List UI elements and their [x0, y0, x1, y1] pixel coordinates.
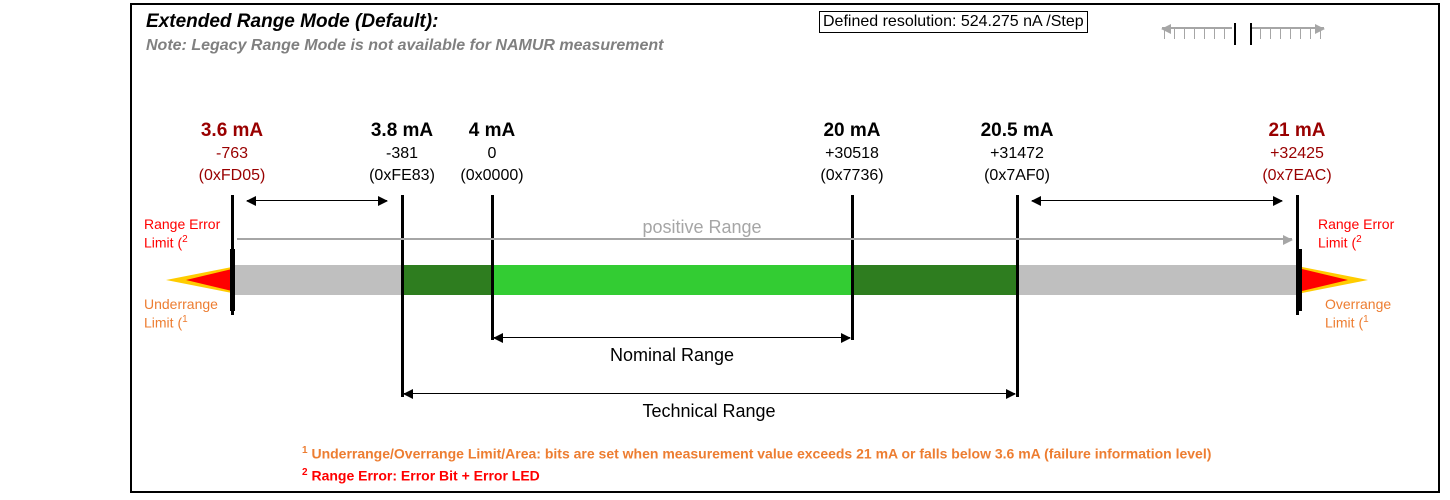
arrow-positive: [237, 238, 1292, 240]
label-positive-range: positive Range: [642, 217, 761, 238]
tick-t38: [401, 195, 404, 397]
ma-t200: 20 mA: [823, 120, 880, 142]
ma-t205: 20.5 mA: [981, 120, 1054, 142]
ma-t210: 21 mA: [1268, 120, 1325, 142]
ma-t38: 3.8 mA: [371, 120, 433, 142]
diagram-frame: Extended Range Mode (Default): Note: Leg…: [130, 3, 1440, 493]
footnote-1: 1 Underrange/Overrange Limit/Area: bits …: [302, 445, 1211, 462]
hex-t36: (0xFD05): [199, 167, 266, 185]
label-technical-range: Technical Range: [642, 401, 775, 422]
label-nominal-range: Nominal Range: [610, 345, 734, 366]
hex-t38: (0xFE83): [369, 167, 435, 185]
dec-t38: -381: [386, 145, 418, 163]
arrow-gap-left: [247, 200, 387, 201]
hex-t40: (0x0000): [460, 167, 523, 185]
sidelabel-underrange: UnderrangeLimit (1: [144, 297, 218, 331]
dec-t210: +32425: [1270, 145, 1324, 163]
dec-t205: +31472: [990, 145, 1044, 163]
bar-lightgreen: [492, 265, 852, 295]
bar-darkgreen-left: [402, 265, 492, 295]
tick-t210: [1296, 195, 1299, 315]
bar-darkgreen-right: [852, 265, 1017, 295]
range-diagram: 3.6 mA -763 (0xFD05) 3.8 mA -381 (0xFE83) 4 mA…: [132, 5, 1438, 491]
hex-t200: (0x7736): [820, 167, 883, 185]
ma-t40: 4 mA: [469, 120, 515, 142]
sidelabel-overrange: OverrangeLimit (1: [1325, 297, 1391, 331]
footnote-2: 2 Range Error: Error Bit + Error LED: [302, 467, 540, 484]
sidelabel-range_error_left: Range ErrorLimit (2: [144, 217, 220, 251]
tick-t40: [491, 195, 494, 340]
arrow-technical: [404, 393, 1015, 394]
dec-t36: -763: [216, 145, 248, 163]
hex-t210: (0x7EAC): [1262, 167, 1331, 185]
dec-t40: 0: [488, 145, 497, 163]
arrow-nominal: [494, 337, 850, 338]
bar-grey-right: [1017, 265, 1300, 295]
tick-t205: [1016, 195, 1019, 397]
tick-t36: [231, 195, 234, 315]
ma-t36: 3.6 mA: [201, 120, 263, 142]
tick-t200: [851, 195, 854, 340]
bar-grey-left: [232, 265, 402, 295]
sidelabel-range_error_right: Range ErrorLimit (2: [1318, 217, 1394, 251]
dec-t200: +30518: [825, 145, 879, 163]
arrow-gap-right: [1032, 200, 1282, 201]
hex-t205: (0x7AF0): [984, 167, 1050, 185]
